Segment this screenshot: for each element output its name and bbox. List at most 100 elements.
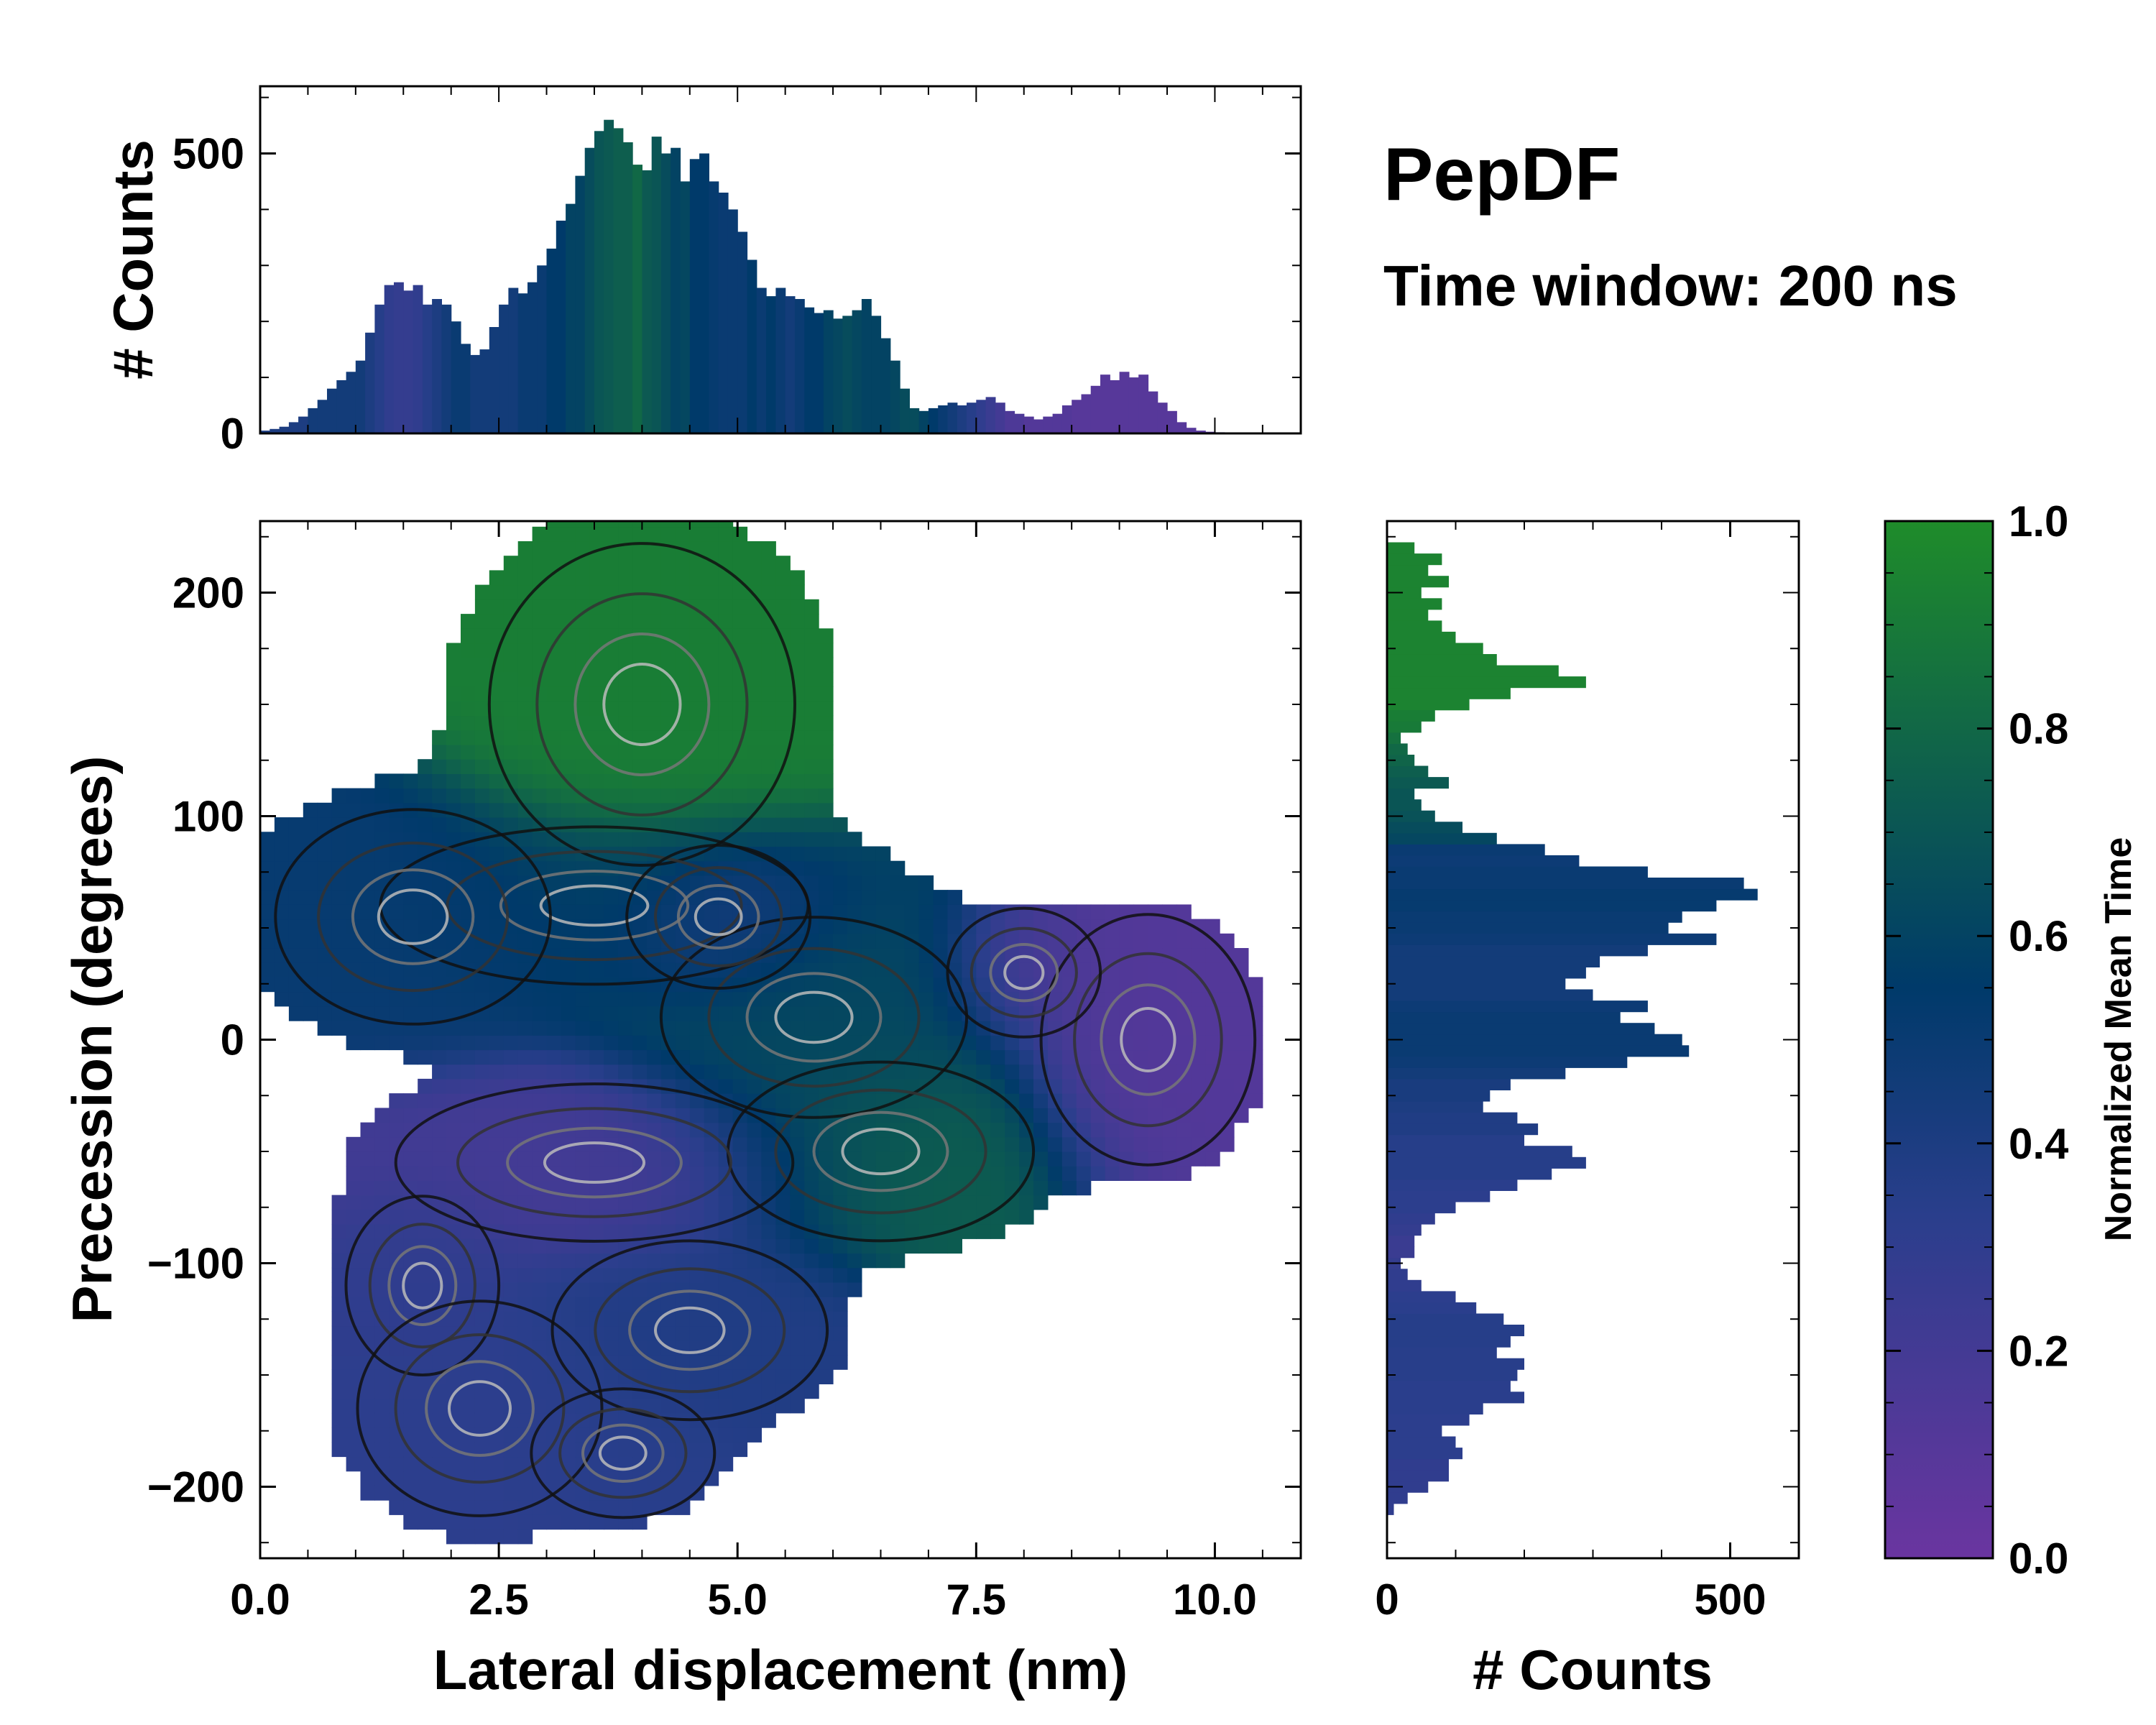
heatmap-cell [360, 919, 375, 934]
heatmap-cell [747, 556, 762, 571]
heatmap-cell [632, 1093, 648, 1108]
heatmap-cell [718, 919, 734, 934]
contour-line [598, 1435, 648, 1471]
heatmap-cell [718, 1180, 734, 1196]
heatmap-cell [689, 671, 705, 687]
top-histogram-bar [833, 318, 843, 433]
heatmap-cell [561, 1311, 576, 1327]
heatmap-cell [575, 1093, 590, 1108]
heatmap-cell [389, 1267, 404, 1283]
heatmap-cell [389, 846, 404, 862]
heatmap-cell [474, 1253, 490, 1269]
heatmap-cell [403, 788, 418, 804]
top-histogram-bar [556, 221, 566, 433]
heatmap-cell [890, 1253, 906, 1269]
heatmap-cell [718, 671, 734, 687]
heatmap-cell [904, 1195, 920, 1210]
heatmap-cell [647, 1021, 662, 1036]
heatmap-cell [747, 1006, 762, 1021]
heatmap-cell [1234, 1006, 1249, 1021]
heatmap-cell [990, 1122, 1005, 1138]
heatmap-cell [461, 977, 476, 993]
heatmap-cell [1076, 1093, 1092, 1108]
heatmap-cell [331, 1398, 347, 1414]
heatmap-cell [704, 817, 719, 832]
heatmap-cell [660, 671, 676, 687]
right-histogram-bars [1387, 542, 1758, 1515]
colorbar-tick-label: 1.0 [2009, 497, 2068, 546]
heatmap-cell [819, 759, 834, 774]
heatmap-cell [790, 1238, 805, 1254]
heatmap-cell [561, 715, 576, 731]
heatmap-cell [790, 1195, 805, 1210]
heatmap-cell [432, 730, 447, 745]
heatmap-cell [675, 817, 691, 832]
heatmap-cell [575, 1035, 590, 1051]
heatmap-cell [890, 1064, 906, 1080]
heatmap-cell [775, 788, 791, 804]
heatmap-cell [761, 730, 776, 745]
heatmap-cell [918, 1180, 934, 1196]
heatmap-cell [346, 1136, 361, 1152]
heatmap-cell [918, 1049, 934, 1065]
heatmap-cell [761, 745, 776, 760]
heatmap-cell [890, 1224, 906, 1239]
heatmap-cell [861, 1253, 877, 1269]
heatmap-cell [761, 1224, 776, 1239]
heatmap-cell [976, 1108, 991, 1123]
heatmap-cell [474, 730, 490, 745]
heatmap-cell [747, 541, 762, 556]
top-histogram-bar [842, 316, 853, 433]
heatmap-cell [761, 759, 776, 774]
heatmap-cell [474, 1384, 490, 1399]
heatmap-cell [360, 890, 375, 905]
top-histogram-bar [1043, 416, 1054, 433]
heatmap-cell [604, 1384, 619, 1399]
heatmap-cell [704, 1006, 719, 1021]
heatmap-cell [474, 628, 490, 644]
heatmap-cell [474, 671, 490, 687]
heatmap-cell [1105, 1035, 1120, 1051]
heatmap-cell [1090, 904, 1106, 920]
heatmap-cell [976, 933, 991, 949]
top-histogram-bar [279, 426, 290, 433]
top-histogram-bar [1119, 372, 1130, 433]
heatmap-cell [732, 991, 748, 1007]
heatmap-cell [346, 977, 361, 993]
heatmap-cell [804, 1340, 819, 1356]
heatmap-cell [446, 1514, 461, 1530]
top-histogram-bar [394, 282, 404, 433]
heatmap-cell [474, 948, 490, 963]
heatmap-cell [517, 701, 533, 717]
heatmap-cell [804, 1297, 819, 1312]
heatmap-cell [360, 1166, 375, 1181]
heatmap-cell [819, 933, 834, 949]
heatmap-cell [532, 1297, 548, 1312]
heatmap-cell [532, 686, 548, 702]
heatmap-cell [589, 962, 604, 978]
heatmap-cell [331, 1325, 347, 1341]
heatmap-cell [904, 1006, 920, 1021]
heatmap-cell [775, 832, 791, 847]
heatmap-cell [461, 643, 476, 658]
heatmap-cell [446, 1166, 461, 1181]
heatmap-cell [732, 686, 748, 702]
heatmap-cell [847, 1224, 862, 1239]
heatmap-cell [360, 788, 375, 804]
heatmap-cell [1119, 1166, 1135, 1181]
heatmap-cell [647, 1369, 662, 1384]
heatmap-cell [675, 1049, 691, 1065]
heatmap-cell [918, 890, 934, 905]
heatmap-cell [575, 657, 590, 673]
heatmap-cell [660, 1427, 676, 1443]
heatmap-cell [589, 521, 604, 528]
heatmap-cell [503, 686, 519, 702]
contour-line [539, 884, 650, 927]
heatmap-cell [618, 1500, 633, 1515]
heatmap-cell [847, 875, 862, 891]
heatmap-cell [632, 584, 648, 600]
heatmap-cell [446, 1427, 461, 1443]
heatmap-cell [331, 991, 347, 1007]
top-histogram-bar [451, 321, 461, 433]
right-histogram-bar [1387, 1090, 1491, 1102]
